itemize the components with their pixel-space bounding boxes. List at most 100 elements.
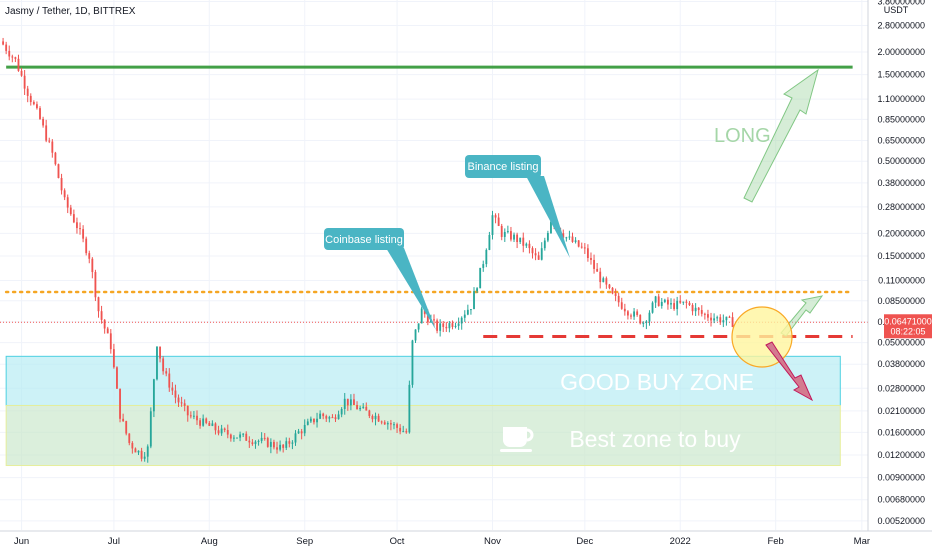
candle-body [94,272,97,298]
candle-body [574,240,577,242]
candle-body [239,434,242,438]
candle-body [2,41,5,45]
candle-body [319,413,322,419]
candle-body [525,243,528,246]
candle-body [159,346,161,359]
time-tick-label: Nov [484,536,501,547]
candle-body [362,406,365,408]
price-scale-ticks[interactable]: 3.80000000 2.80000000 2.00000000 1.50000000… [877,0,925,526]
candle-body [685,301,688,303]
candle-body [85,238,88,254]
candle-body [682,301,685,303]
candle-body [57,164,60,179]
current-price-countdown: 08:22:05 [890,326,925,336]
candle-body [470,309,472,311]
candle-body [580,246,583,248]
candle-body [168,373,171,388]
candle-body [39,108,41,119]
candle-body [516,234,519,243]
candle-body [236,437,238,439]
candle-body [420,308,423,324]
coinbase-callout[interactable]: Coinbase listing [324,228,436,330]
price-tick-label: 0.15000000 [877,251,925,261]
candle-body [374,415,377,420]
time-tick-label: Sep [296,536,313,547]
candle-body [611,287,614,294]
candle-body [620,302,623,309]
candle-body [137,450,140,453]
candle-body [266,438,269,447]
candle-series [2,37,734,463]
candle-body [617,295,620,303]
candle-body [353,399,355,405]
candle-body [223,428,226,431]
candle-body [676,300,679,310]
price-tick-label: 0.20000000 [877,228,925,238]
candle-body [119,388,121,419]
candle-body [23,75,26,89]
candle-body [17,58,20,71]
candle-body [340,408,343,415]
candle-body [593,259,595,269]
price-tick-label: 0.11000000 [878,275,925,285]
candle-body [488,234,491,250]
candle-body [445,326,448,329]
candle-body [214,423,217,431]
candle-body [562,233,565,238]
candle-body [633,311,635,317]
candle-body [251,442,254,445]
candle-body [466,309,469,315]
candle-body [14,57,17,59]
candle-body [519,237,522,243]
candle-body [371,415,374,420]
candle-body [174,390,177,398]
time-tick-label: Oct [390,536,405,547]
candle-body [657,296,660,306]
candle-body [233,437,235,439]
candle-body [719,317,722,323]
candle-body [54,152,57,165]
candle-body [522,237,525,246]
price-tick-label: 0.01200000 [877,450,925,460]
candle-body [623,308,626,312]
coffee-cup-handle [526,428,534,442]
candle-body [396,424,398,428]
time-tick-label: Jul [108,536,120,547]
candle-body [389,423,392,425]
best-buy-zone-box [5,404,841,467]
candle-body [69,207,72,215]
coinbase-callout-box [324,228,404,250]
candle-body [122,418,125,422]
candle-body [349,399,352,406]
candle-body [140,450,143,459]
time-axis-ticks[interactable]: Jun Jul Aug Sep Oct Nov Dec 2022 Feb Mar [14,536,870,547]
candle-body [82,229,85,239]
candle-body [11,56,14,58]
candle-body [408,384,411,433]
binance-callout[interactable]: Binance listing [465,155,570,258]
candle-body [229,434,232,439]
binance-callout-text: Binance listing [468,161,539,173]
candle-body [494,215,497,218]
candle-body [399,427,402,432]
candle-body [608,284,611,288]
candle-body [426,314,429,323]
time-tick-label: Dec [576,536,593,547]
candle-body [306,421,309,425]
candle-body [377,415,380,422]
candle-body [654,296,657,303]
current-price-circle [731,306,793,368]
candle-body [208,422,211,426]
candle-body [722,320,725,323]
candle-body [60,178,63,191]
candle-body [106,328,109,334]
candle-body [713,318,716,321]
candle-body [51,141,54,153]
current-price-badge: 0.06471000 08:22:05 [884,314,932,339]
candle-body [583,247,586,249]
candle-body [337,414,340,420]
candle-body [328,417,331,419]
candle-body [72,214,75,223]
